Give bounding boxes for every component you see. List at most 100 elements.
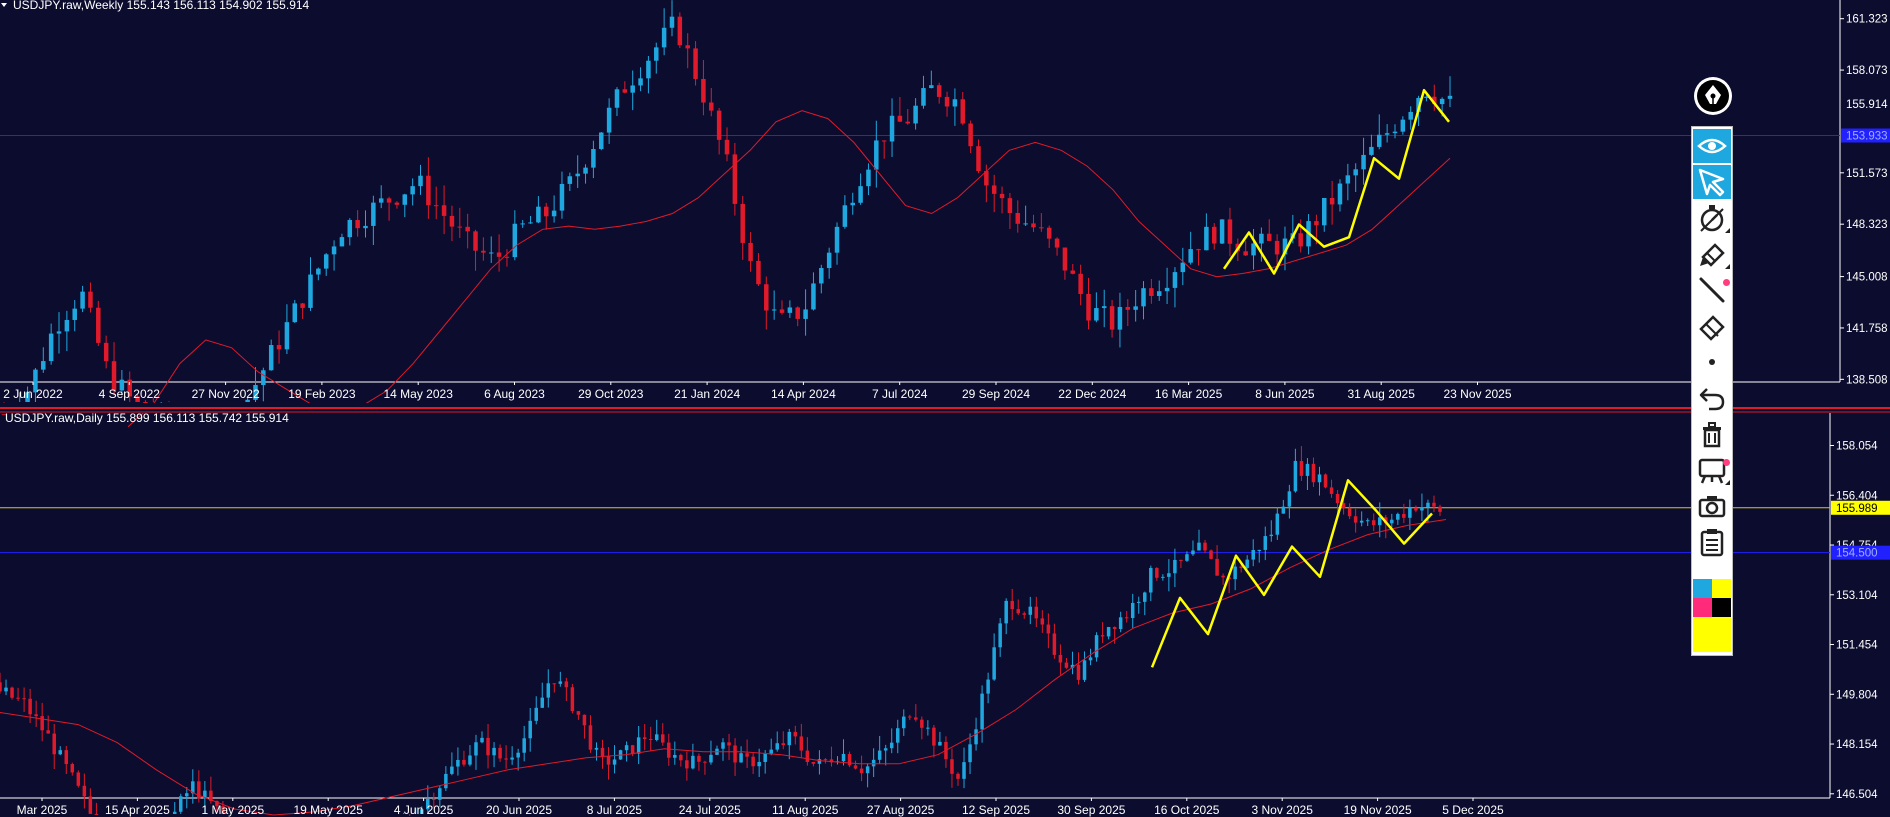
candle-body bbox=[456, 759, 460, 767]
candle-body bbox=[1432, 502, 1436, 507]
candle-body bbox=[1204, 226, 1209, 251]
candle-body bbox=[1305, 463, 1310, 476]
line-tool-icon[interactable] bbox=[1693, 273, 1731, 307]
dot-size-icon[interactable] bbox=[1693, 345, 1731, 379]
candle-body bbox=[1282, 238, 1288, 255]
daily-price-tick-label: 148.154 bbox=[1836, 739, 1878, 751]
pointer-icon[interactable] bbox=[1693, 165, 1731, 199]
candle-body bbox=[1287, 491, 1292, 507]
candle-body bbox=[1233, 566, 1237, 580]
trash-icon[interactable] bbox=[1693, 417, 1731, 451]
candle-body bbox=[498, 747, 502, 759]
color-swatch-yellow[interactable] bbox=[1712, 579, 1731, 598]
candle-body bbox=[1439, 98, 1445, 105]
candle-body bbox=[96, 307, 101, 343]
candle-body bbox=[48, 333, 54, 362]
candle-body bbox=[1341, 503, 1346, 509]
weekly-date-label: 8 Jun 2025 bbox=[1255, 387, 1315, 401]
candle-body bbox=[986, 679, 990, 694]
candle-body bbox=[1196, 249, 1201, 251]
candle-body bbox=[685, 45, 690, 49]
candle-body bbox=[1329, 487, 1334, 494]
candle-body bbox=[775, 743, 779, 750]
weekly-price-tick-label: 148.323 bbox=[1846, 219, 1888, 231]
color-palette[interactable] bbox=[1693, 579, 1731, 652]
daily-date-label: 3 Nov 2025 bbox=[1252, 803, 1314, 817]
candle-body bbox=[339, 237, 345, 247]
panel-collapse-marker bbox=[1, 3, 7, 7]
candle-body bbox=[450, 766, 454, 774]
candle-body bbox=[386, 198, 392, 203]
candle-body bbox=[646, 60, 651, 79]
color-swatch-black[interactable] bbox=[1712, 598, 1731, 617]
camera-icon[interactable] bbox=[1693, 489, 1731, 523]
candle-body bbox=[94, 813, 99, 815]
candle-body bbox=[654, 734, 659, 740]
stopwatch-icon[interactable] bbox=[1693, 201, 1731, 235]
daily-price-tick-label: 146.504 bbox=[1836, 789, 1878, 801]
candle-body bbox=[1298, 233, 1303, 247]
candle-body bbox=[999, 193, 1005, 199]
candle-body bbox=[1345, 175, 1351, 184]
candle-body bbox=[567, 176, 573, 184]
candle-body bbox=[630, 745, 635, 754]
candle-body bbox=[1414, 507, 1418, 511]
candle-body bbox=[1369, 146, 1374, 155]
candle-body bbox=[950, 759, 954, 774]
candle-body bbox=[693, 48, 698, 79]
candle-body bbox=[1133, 306, 1138, 310]
highlighter-icon[interactable] bbox=[1693, 237, 1731, 271]
pen-logo-icon[interactable] bbox=[1693, 76, 1733, 116]
candle-body bbox=[732, 154, 738, 204]
candle-body bbox=[1438, 506, 1442, 512]
selected-color[interactable] bbox=[1693, 617, 1731, 652]
candle-body bbox=[1086, 293, 1091, 321]
candle-body bbox=[28, 698, 32, 715]
candle-body bbox=[1164, 287, 1170, 292]
candle-body bbox=[1197, 542, 1201, 551]
easel-icon[interactable] bbox=[1693, 453, 1731, 487]
undo-icon[interactable] bbox=[1693, 381, 1731, 415]
candle-body bbox=[956, 773, 960, 779]
candle-body bbox=[1112, 627, 1117, 630]
eraser-icon[interactable] bbox=[1693, 309, 1731, 343]
weekly-price-tick-label: 158.073 bbox=[1846, 65, 1888, 77]
candle-body bbox=[984, 171, 989, 186]
candle-body bbox=[897, 115, 903, 122]
candle-body bbox=[564, 681, 569, 688]
candle-body bbox=[33, 369, 38, 393]
candle-body bbox=[52, 733, 56, 755]
candle-body bbox=[46, 730, 50, 734]
weekly-current-price-box bbox=[1841, 97, 1890, 112]
candle-body bbox=[865, 766, 870, 774]
weekly-blue-level-box bbox=[1841, 128, 1890, 143]
candle-body bbox=[1426, 502, 1430, 508]
candle-body bbox=[654, 47, 659, 61]
candle-body bbox=[799, 736, 804, 751]
candle-body bbox=[1064, 662, 1069, 668]
candle-body bbox=[1251, 243, 1256, 256]
candle-body bbox=[883, 748, 888, 751]
candle-body bbox=[64, 750, 69, 765]
candle-body bbox=[528, 222, 533, 224]
candle-body bbox=[1070, 270, 1076, 274]
candle-body bbox=[462, 759, 466, 765]
candle-body bbox=[1078, 273, 1083, 294]
candle-body bbox=[1143, 592, 1147, 602]
candle-body bbox=[669, 16, 675, 28]
candle-body bbox=[771, 309, 777, 311]
color-swatch-cyan[interactable] bbox=[1693, 579, 1712, 598]
color-swatch-pink[interactable] bbox=[1693, 598, 1712, 617]
candle-body bbox=[748, 242, 753, 261]
candle-body bbox=[1392, 131, 1398, 134]
candle-body bbox=[661, 27, 667, 48]
clipboard-icon[interactable] bbox=[1693, 525, 1731, 559]
candle-body bbox=[905, 121, 910, 124]
candle-body bbox=[661, 734, 665, 743]
eye-icon[interactable] bbox=[1693, 129, 1731, 163]
candle-body bbox=[40, 716, 44, 731]
candle-body bbox=[1040, 618, 1045, 625]
candle-body bbox=[764, 284, 769, 311]
candle-body bbox=[1141, 288, 1146, 307]
